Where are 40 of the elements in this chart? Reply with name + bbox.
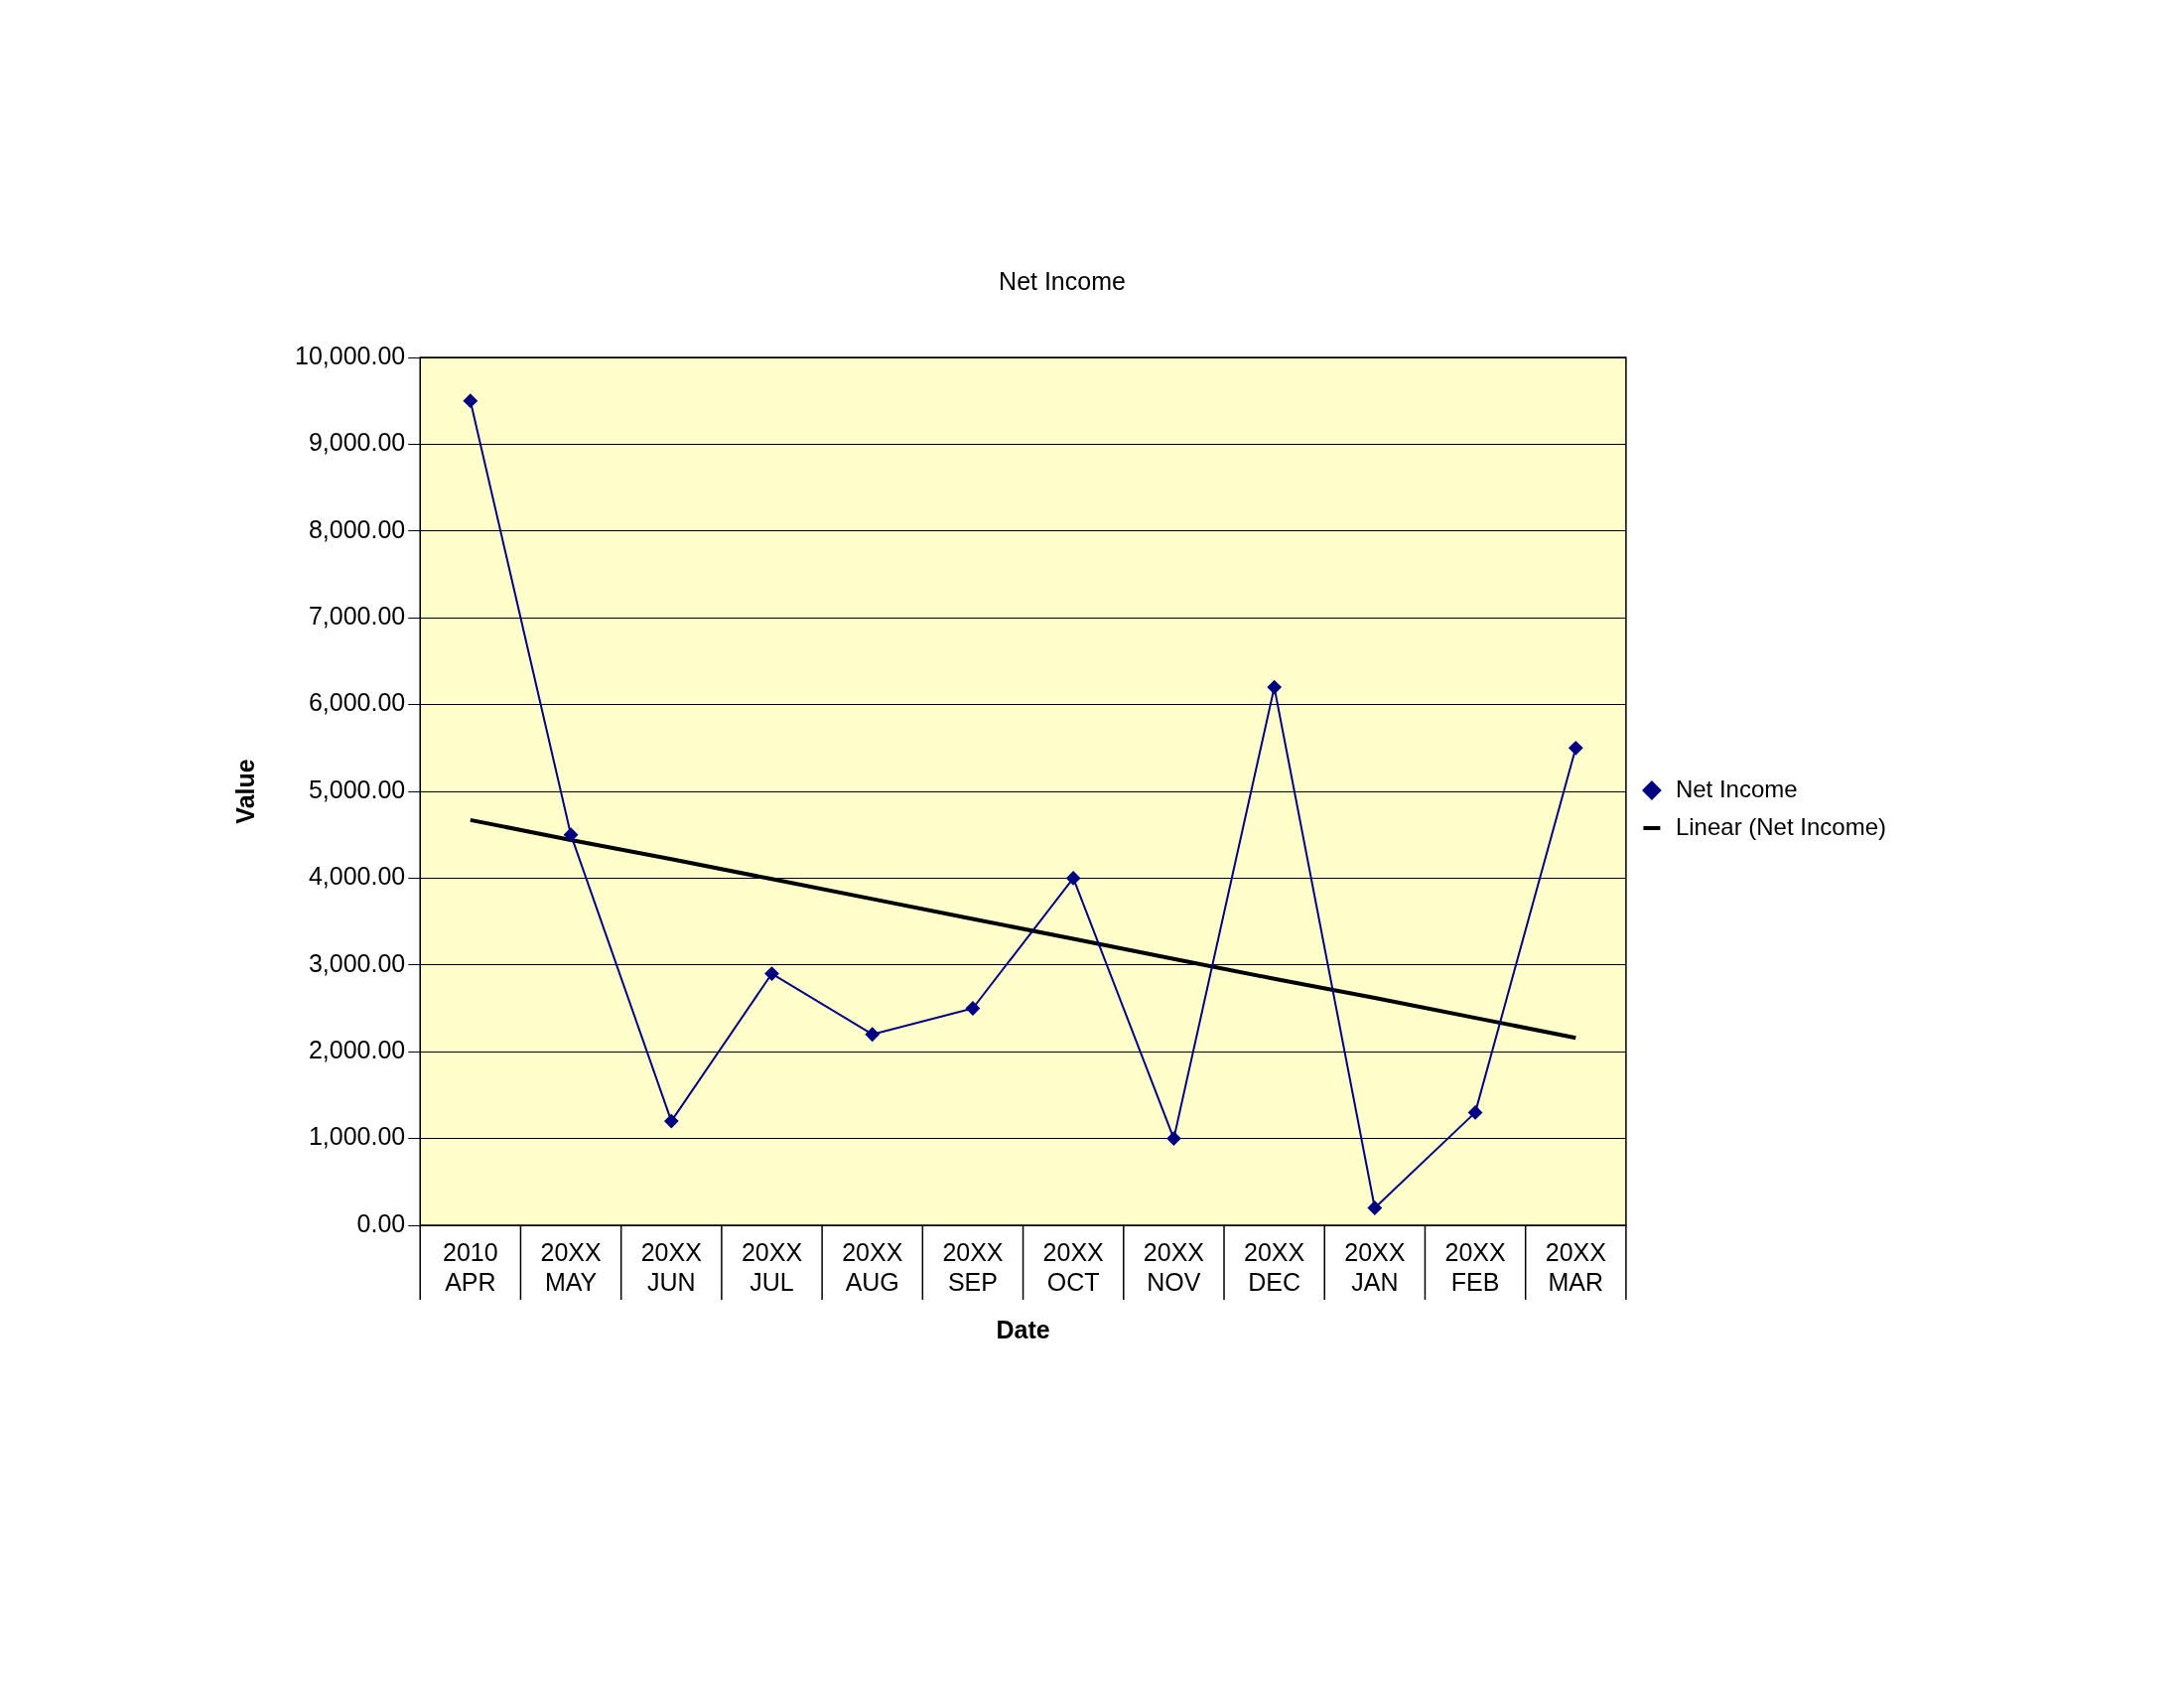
y-tick-label: 6,000.00 [308, 688, 406, 717]
point [1569, 741, 1583, 756]
x-tick-label: 20XX MAY [540, 1237, 602, 1296]
legend-label: Net Income [1675, 774, 1798, 802]
legend-label: Linear (Net Income) [1675, 812, 1887, 840]
x-tick-label: 2010 APR [443, 1237, 498, 1296]
y-tick-label: 0.00 [356, 1208, 406, 1237]
point [564, 827, 579, 842]
point [1468, 1105, 1483, 1120]
y-axis-title: Value [230, 759, 259, 824]
point [865, 1027, 880, 1042]
point [965, 1001, 980, 1016]
point [764, 966, 779, 981]
y-tick-label: 2,000.00 [308, 1036, 406, 1064]
x-tick-label: 20XX DEC [1244, 1237, 1305, 1296]
y-tick-label: 7,000.00 [308, 602, 406, 631]
x-axis-title: Date [996, 1315, 1050, 1343]
point [1066, 871, 1081, 886]
x-tick-label: 20XX JUN [640, 1237, 703, 1296]
point [1166, 1131, 1181, 1146]
y-tick-label: 1,000.00 [308, 1122, 406, 1151]
x-tick-label: 20XX FEB [1444, 1237, 1506, 1296]
y-tick-label: 10,000.00 [295, 341, 406, 369]
point [664, 1114, 679, 1129]
y-tick-label: 3,000.00 [308, 948, 406, 977]
x-tick-label: 20XX SEP [942, 1237, 1004, 1296]
y-tick-label: 4,000.00 [308, 862, 406, 891]
x-tick-label: 20XX MAR [1545, 1237, 1607, 1296]
y-tick-label: 5,000.00 [308, 774, 406, 803]
x-tick-label: 20XX AUG [842, 1237, 903, 1296]
y-tick-label: 9,000.00 [308, 428, 406, 457]
x-tick-label: 20XX NOV [1143, 1237, 1205, 1296]
chart-title: Net Income [999, 266, 1126, 295]
x-tick-label: 20XX OCT [1042, 1237, 1105, 1296]
x-tick-label: 20XX JUL [741, 1237, 803, 1296]
point [463, 393, 478, 408]
x-tick-label: 20XX JAN [1344, 1237, 1406, 1296]
point [1367, 1200, 1382, 1215]
point [1267, 680, 1282, 695]
y-tick-label: 8,000.00 [308, 514, 406, 543]
